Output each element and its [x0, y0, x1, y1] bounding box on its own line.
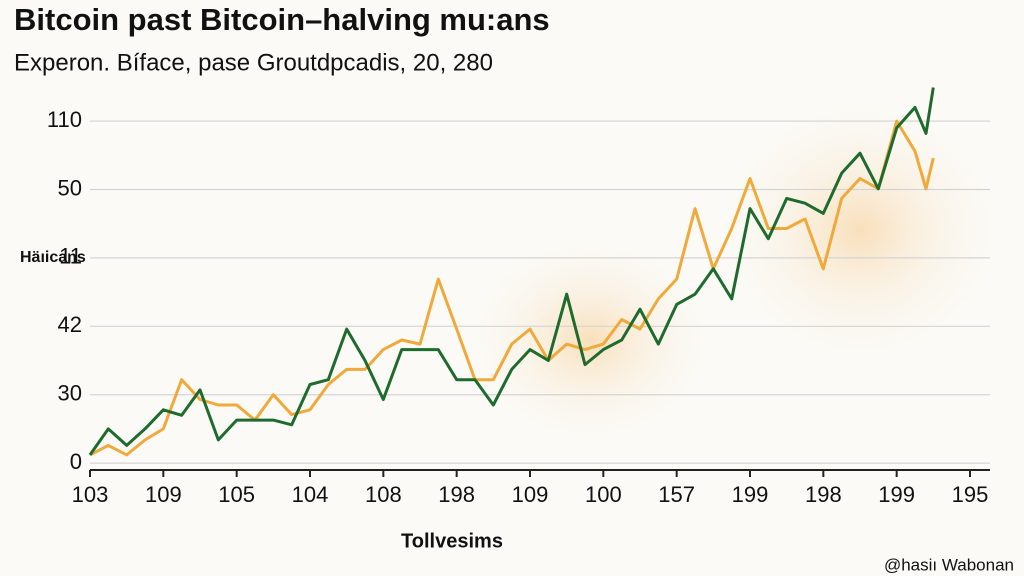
x-tick-label: 157 — [658, 482, 695, 507]
x-tick-label: 109 — [145, 482, 182, 507]
y-tick-label: 50 — [58, 175, 82, 200]
x-tick-label: 103 — [72, 482, 109, 507]
chart-subtitle: Experon. Bíface, pase Groutdpcadis, 20, … — [14, 49, 493, 76]
plot: 0 30 42 11 50 110 103 109 105 104 108 198 109 100 157 1… — [47, 87, 990, 507]
x-tick-label: 199 — [732, 482, 769, 507]
y-tick-label: 42 — [58, 312, 82, 337]
y-axis-label: Häıicans — [20, 249, 86, 266]
x-tick-label: 108 — [365, 482, 402, 507]
y-tick-label: 30 — [58, 381, 82, 406]
y-tick-label: 110 — [47, 107, 82, 132]
x-tick-label: 109 — [512, 482, 549, 507]
x-axis-label: Tollvesims — [401, 530, 503, 552]
x-tick-label: 199 — [878, 482, 915, 507]
x-tick-label: 104 — [292, 482, 329, 507]
chart-title: Bitcoin past Bitcoin–halving mu:ans — [14, 2, 550, 37]
x-tick-label: 105 — [218, 482, 255, 507]
x-tick-label: 198 — [438, 482, 475, 507]
y-tick-label: 0 — [70, 449, 82, 474]
x-tick-label: 198 — [805, 482, 842, 507]
series-line — [88, 87, 935, 456]
y-tick-label: 11 — [59, 244, 82, 269]
x-tick-label: 195 — [952, 482, 989, 507]
glow — [710, 90, 1010, 370]
footer: @hasiı Wabonan — [884, 555, 1014, 574]
series-line — [89, 119, 935, 457]
x-tick-label: 100 — [585, 482, 622, 507]
